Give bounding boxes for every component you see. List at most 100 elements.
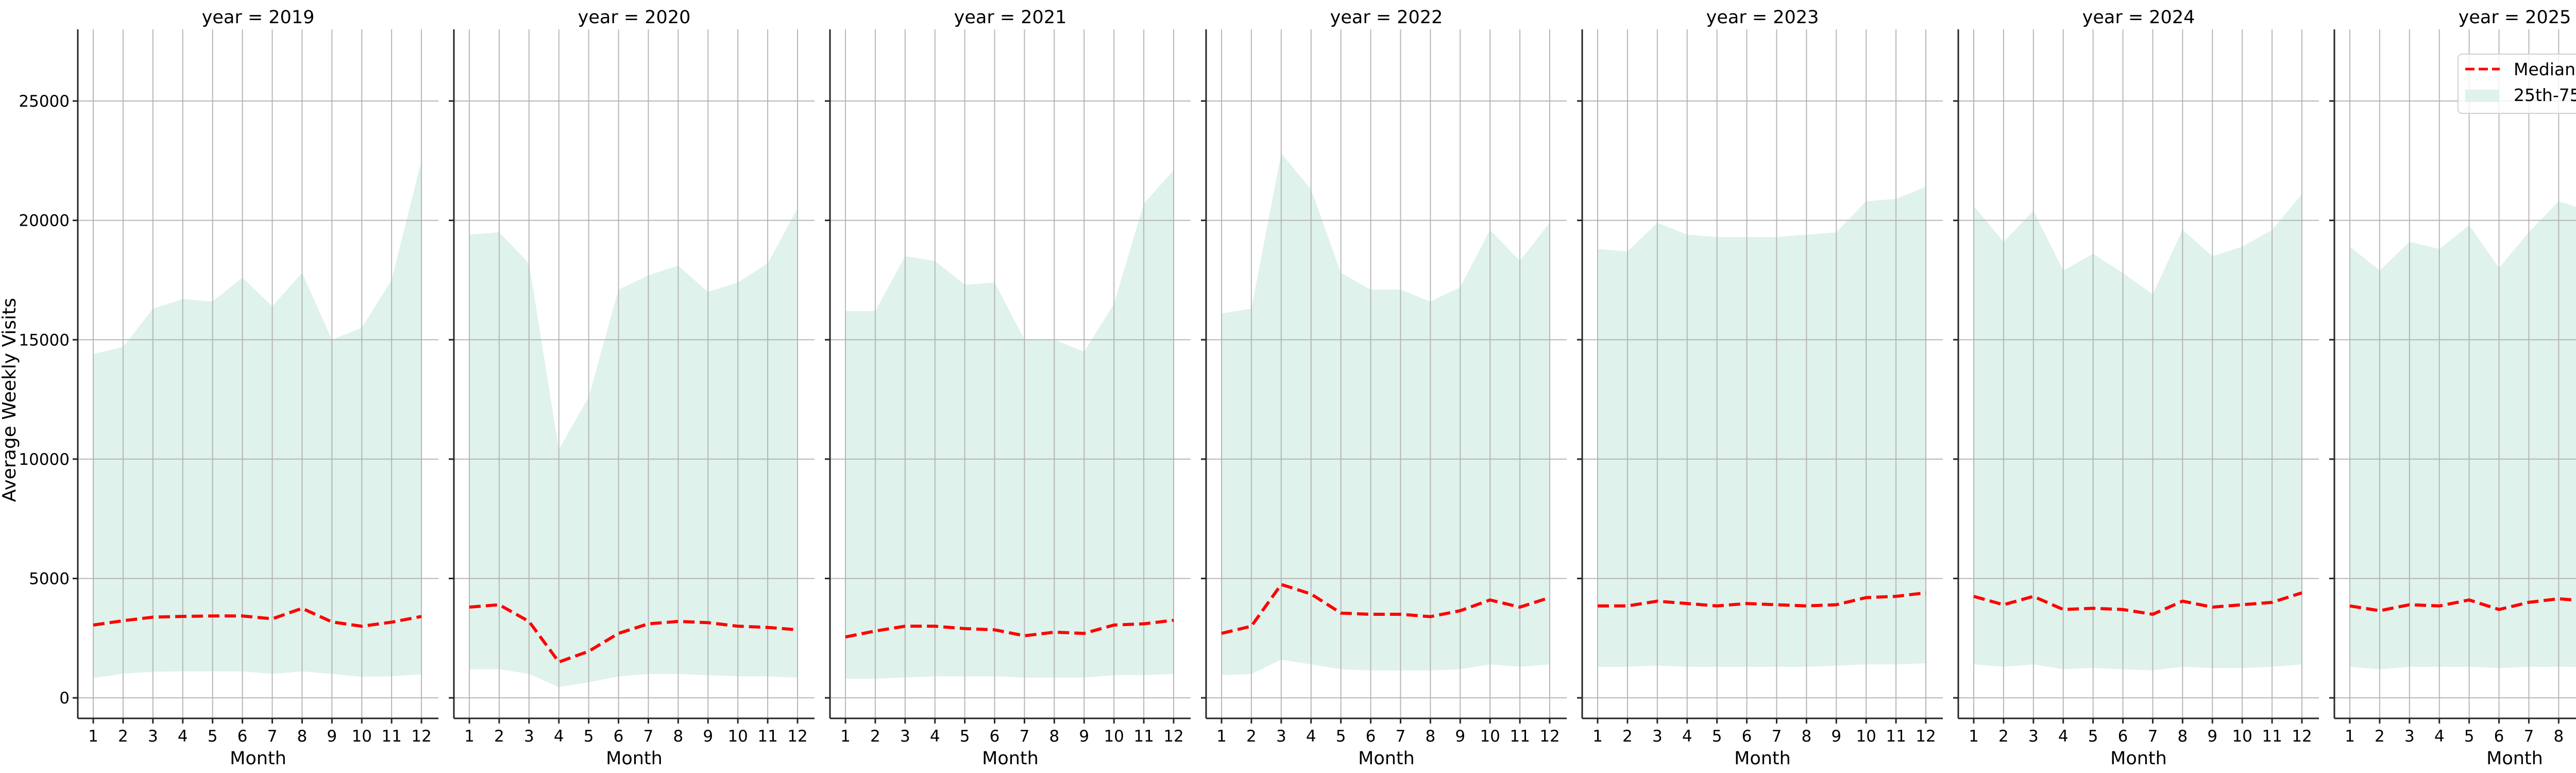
x-tick-label: 5	[2464, 727, 2475, 746]
x-tick-label: 3	[900, 727, 910, 746]
x-tick-label: 7	[1396, 727, 1406, 746]
x-tick-label: 3	[2404, 727, 2415, 746]
percentile-band	[93, 160, 421, 678]
facet-title: year = 2024	[2082, 7, 2195, 28]
y-tick-label: 20000	[19, 212, 70, 230]
x-tick-label: 7	[643, 727, 654, 746]
x-tick-label: 5	[2088, 727, 2098, 746]
x-tick-label: 2	[1622, 727, 1633, 746]
x-tick-label: 7	[267, 727, 278, 746]
x-tick-label: 9	[1079, 727, 1089, 746]
x-tick-label: 11	[1133, 727, 1154, 746]
x-tick-label: 10	[1480, 727, 1500, 746]
x-tick-label: 7	[2148, 727, 2158, 746]
facet-title: year = 2025	[2459, 7, 2571, 28]
x-tick-label: 9	[1831, 727, 1841, 746]
x-tick-label: 4	[2058, 727, 2069, 746]
y-axis-label: Average Weekly Visits	[0, 298, 20, 502]
x-tick-label: 5	[1336, 727, 1346, 746]
x-tick-label: 11	[1510, 727, 1530, 746]
facet-title: year = 2020	[578, 7, 691, 28]
x-tick-label: 10	[1104, 727, 1124, 746]
facet-title: year = 2023	[1706, 7, 1819, 28]
x-tick-label: 3	[524, 727, 534, 746]
median-line	[1973, 591, 2302, 616]
x-tick-label: 9	[327, 727, 337, 746]
facet-title: year = 2021	[954, 7, 1067, 28]
x-tick-label: 6	[1742, 727, 1752, 746]
legend-band-swatch	[2465, 90, 2499, 102]
x-tick-label: 1	[840, 727, 851, 746]
y-tick-label: 15000	[19, 331, 70, 349]
x-axis-label: Month	[606, 748, 663, 769]
x-tick-label: 4	[1682, 727, 1692, 746]
x-tick-label: 8	[1049, 727, 1059, 746]
facet-title: year = 2019	[202, 7, 315, 28]
x-tick-label: 9	[2207, 727, 2217, 746]
x-tick-label: 3	[148, 727, 158, 746]
x-tick-label: 6	[2494, 727, 2504, 746]
y-tick-label: 0	[59, 689, 70, 708]
x-tick-label: 4	[930, 727, 940, 746]
x-tick-label: 5	[208, 727, 218, 746]
x-tick-label: 6	[238, 727, 248, 746]
x-axis-label: Month	[230, 748, 286, 769]
percentile-band	[1222, 153, 1550, 676]
x-tick-label: 2	[494, 727, 504, 746]
legend: Median 25th-75th Percentile	[2458, 54, 2576, 114]
x-tick-label: 9	[703, 727, 713, 746]
x-tick-label: 7	[1772, 727, 1782, 746]
legend-median-label: Median	[2514, 59, 2575, 79]
x-tick-label: 3	[2028, 727, 2039, 746]
x-axis-label: Month	[1734, 748, 1791, 769]
x-axis-label: Month	[982, 748, 1039, 769]
x-tick-label: 3	[1652, 727, 1663, 746]
x-tick-label: 5	[960, 727, 970, 746]
x-tick-label: 12	[1163, 727, 1183, 746]
x-tick-label: 12	[787, 727, 807, 746]
x-tick-label: 8	[2177, 727, 2188, 746]
x-tick-label: 8	[673, 727, 683, 746]
x-tick-label: 10	[1856, 727, 1876, 746]
x-tick-label: 6	[990, 727, 1000, 746]
x-tick-label: 8	[2553, 727, 2564, 746]
x-tick-label: 11	[1886, 727, 1906, 746]
x-tick-label: 4	[1306, 727, 1316, 746]
percentile-band	[1974, 194, 2302, 670]
y-tick-label: 10000	[19, 450, 70, 469]
x-tick-label: 7	[1020, 727, 1030, 746]
x-tick-label: 2	[870, 727, 880, 746]
median-line	[845, 618, 1174, 638]
y-tick-label: 25000	[19, 92, 70, 111]
x-tick-label: 7	[2524, 727, 2534, 746]
x-tick-label: 4	[554, 727, 564, 746]
x-tick-label: 2	[2375, 727, 2385, 746]
x-tick-label: 12	[1916, 727, 1936, 746]
x-tick-label: 12	[1539, 727, 1560, 746]
x-tick-label: 5	[584, 727, 594, 746]
x-tick-label: 1	[88, 727, 98, 746]
x-tick-label: 8	[1425, 727, 1435, 746]
median-line	[469, 603, 798, 664]
x-tick-label: 1	[1592, 727, 1603, 746]
x-tick-label: 4	[2434, 727, 2445, 746]
x-tick-label: 8	[1801, 727, 1811, 746]
x-tick-label: 4	[178, 727, 188, 746]
percentile-band	[469, 208, 798, 687]
x-axis-label: Month	[2486, 748, 2543, 769]
x-tick-label: 6	[614, 727, 624, 746]
x-tick-label: 1	[1216, 727, 1227, 746]
x-tick-label: 11	[2262, 727, 2282, 746]
x-tick-label: 10	[727, 727, 748, 746]
median-line	[2349, 597, 2576, 613]
x-tick-label: 11	[757, 727, 777, 746]
legend-band-label: 25th-75th Percentile	[2514, 85, 2576, 105]
x-tick-label: 6	[2118, 727, 2128, 746]
